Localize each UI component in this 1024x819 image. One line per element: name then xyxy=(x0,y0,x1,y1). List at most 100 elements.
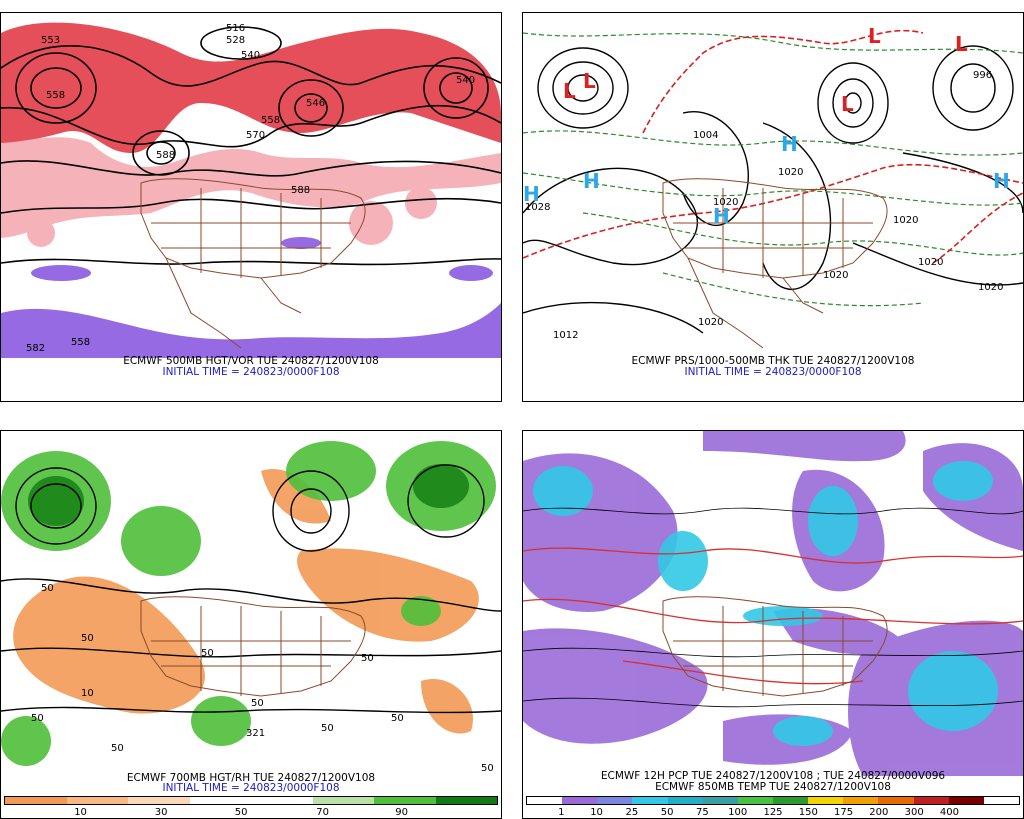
precip-light xyxy=(523,431,1023,776)
colorbar-swatch xyxy=(948,797,984,804)
colorbar-swatch xyxy=(843,797,879,804)
height-contours xyxy=(1,26,501,266)
low-pressure-symbol: L xyxy=(955,32,968,56)
low-pressure-symbol: L xyxy=(841,92,854,116)
rh-colorbar-labels: 10 30 50 70 90 xyxy=(4,807,498,818)
contour-label: 540 xyxy=(241,50,260,61)
contour-label: 321 xyxy=(246,728,265,739)
high-pressure-symbol: H xyxy=(993,169,1010,193)
contour-label: 588 xyxy=(291,185,310,196)
vorticity-light-areas xyxy=(1,137,501,247)
colorbar-label: 30 xyxy=(154,807,168,818)
colorbar-swatch xyxy=(435,797,497,804)
panel-caption: ECMWF 700MB HGT/RH TUE 240827/1200V108 xyxy=(126,772,376,784)
contour-label-group: 996 1004 1020 1020 1028 1020 1020 1012 1… xyxy=(525,70,1003,341)
contour-label-group: 553 516 528 540 540 546 558 570 582 588 … xyxy=(26,23,475,354)
colorbar-swatch xyxy=(772,797,809,804)
high-pressure-symbol: H xyxy=(523,182,540,206)
contour-label: 1020 xyxy=(713,197,738,208)
colorbar-label: 50 xyxy=(660,807,674,818)
colorbar-label: 25 xyxy=(625,807,639,818)
contour-label: 570 xyxy=(246,130,265,141)
map-500mb-vorticity: 553 516 528 540 540 546 558 570 582 588 … xyxy=(1,13,501,358)
contour-label: 1020 xyxy=(778,167,803,178)
dry-areas xyxy=(13,469,479,734)
map-700mb-rh: 50 50 50 10 50 50 50 50 321 50 50 50 xyxy=(1,431,501,776)
geography-borders xyxy=(662,178,888,349)
colorbar-swatch xyxy=(632,797,668,804)
colorbar-label: 75 xyxy=(696,807,709,818)
contour-label: 50 xyxy=(41,583,54,594)
colorbar-label: 50 xyxy=(234,807,248,818)
contour-label: 1020 xyxy=(978,282,1003,293)
panel-prs-thickness: L L L L L H H H H H 996 1004 1020 1020 1… xyxy=(522,12,1024,402)
contour-label: 1020 xyxy=(823,270,848,281)
panel-caption: ECMWF 500MB HGT/VOR TUE 240827/1200V108 xyxy=(123,355,379,367)
colorbar-swatch xyxy=(66,797,128,804)
colorbar-label: 90 xyxy=(395,807,409,818)
high-pressure-symbol: H xyxy=(583,169,600,193)
colorbar-label: 200 xyxy=(869,807,889,818)
panel-init-time: INITIAL TIME = 240823/0000F108 xyxy=(162,366,340,378)
contour-label: 540 xyxy=(456,75,475,86)
colorbar-swatch xyxy=(737,797,773,804)
colorbar-label: 100 xyxy=(728,807,748,818)
colorbar-label: 175 xyxy=(834,807,854,818)
geography-borders xyxy=(140,596,366,697)
vorticity-positive-areas xyxy=(1,22,501,153)
moist-areas xyxy=(1,441,496,766)
contour-label: 50 xyxy=(31,713,44,724)
contour-label: 50 xyxy=(81,633,94,644)
panel-caption: ECMWF PRS/1000-500MB THK TUE 240827/1200… xyxy=(631,355,915,367)
colorbar-swatch xyxy=(5,797,67,804)
vorticity-negative-areas xyxy=(1,237,501,358)
map-pressure-thickness: L L L L L H H H H H 996 1004 1020 1020 1… xyxy=(523,13,1023,358)
contour-label: 50 xyxy=(111,743,124,754)
thickness-540-570 xyxy=(523,29,1023,264)
colorbar-swatch xyxy=(913,797,949,804)
contour-label: 1028 xyxy=(525,202,550,213)
colorbar-swatch xyxy=(983,797,1019,804)
colorbar-swatch xyxy=(527,797,563,804)
colorbar-swatch xyxy=(374,797,436,804)
colorbar-label: 150 xyxy=(798,807,818,818)
contour-label: 996 xyxy=(973,70,992,81)
colorbar-label: 125 xyxy=(763,807,783,818)
map-12h-precip xyxy=(523,431,1023,776)
colorbar-label: 10 xyxy=(74,807,87,818)
pressure-symbols: L L L L L H H H H H xyxy=(523,24,1010,228)
contour-label: 553 xyxy=(41,35,60,46)
isobars xyxy=(523,45,1023,334)
panel-500mb-hgt-vor: 553 516 528 540 540 546 558 570 582 588 … xyxy=(0,12,502,402)
colorbar-label: 1 xyxy=(558,807,565,818)
low-pressure-symbol: L xyxy=(563,79,576,103)
panel-caption: ECMWF 12H PCP TUE 240827/1200V108 ; TUE … xyxy=(600,770,946,782)
panel-12h-precip: ECMWF 12H PCP TUE 240827/1200V108 ; TUE … xyxy=(522,430,1024,819)
contour-label: 50 xyxy=(391,713,404,724)
colorbar-swatch xyxy=(808,797,844,804)
low-pressure-symbol: L xyxy=(868,24,881,48)
contour-label: 558 xyxy=(46,90,65,101)
precip-colorbar-labels: 1 10 25 50 75 100 125 150 175 200 300 400 xyxy=(526,807,1020,818)
colorbar-label: 300 xyxy=(904,807,924,818)
colorbar-swatch xyxy=(128,797,190,804)
colorbar-label: 70 xyxy=(316,807,329,818)
contour-label: 516 xyxy=(226,23,245,34)
colorbar-swatch xyxy=(878,797,914,804)
panel-init-time: INITIAL TIME = 240823/0000F108 xyxy=(162,782,340,794)
contour-label: 1020 xyxy=(698,317,723,328)
high-pressure-symbol: H xyxy=(713,204,730,228)
colorbar-swatch xyxy=(597,797,633,804)
contour-label: 50 xyxy=(481,763,494,774)
contour-label: 50 xyxy=(201,648,214,659)
contour-label: 558 xyxy=(261,115,280,126)
high-pressure-symbol: H xyxy=(781,132,798,156)
precip-colorbar xyxy=(526,796,1020,805)
colorbar-label: 400 xyxy=(939,807,959,818)
geography-borders xyxy=(662,596,888,697)
contour-label: 50 xyxy=(251,698,264,709)
colorbar-swatch xyxy=(189,797,251,804)
contour-label: 1020 xyxy=(918,257,943,268)
contour-label: 1012 xyxy=(553,330,578,341)
colorbar-swatch xyxy=(702,797,738,804)
